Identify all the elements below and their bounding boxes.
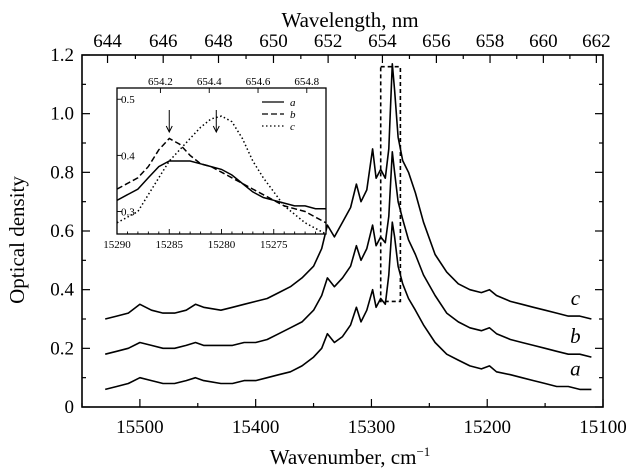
top-tick-label: 646 xyxy=(149,31,178,52)
inset-arrow-head xyxy=(212,125,220,134)
inset-top-tick-label: 654.6 xyxy=(246,76,271,88)
y-tick-label: 0.8 xyxy=(50,162,74,183)
y-axis-title: Optical density xyxy=(5,176,29,304)
top-tick-label: 658 xyxy=(476,31,505,52)
top-tick-label: 650 xyxy=(259,31,288,52)
inset-y-tick-label: 0.5 xyxy=(121,94,135,106)
top-tick-label: 660 xyxy=(529,31,558,52)
bottom-axis-title-sup: −1 xyxy=(416,444,430,459)
y-tick-label: 0.6 xyxy=(50,221,74,242)
inset-x-tick-label: 15275 xyxy=(260,239,288,251)
series-b-label: b xyxy=(570,324,581,348)
zoom-region-box xyxy=(379,65,402,303)
series-a-line xyxy=(105,221,592,391)
bottom-axis-title: Wavenumber, cm−1 xyxy=(270,444,431,469)
series-c-line xyxy=(105,63,592,320)
top-tick-label: 644 xyxy=(93,31,122,52)
inset-top-tick-label: 654.4 xyxy=(197,76,222,88)
inset-x-tick-label: 15290 xyxy=(103,239,131,251)
inset-top-tick-label: 654.2 xyxy=(148,76,173,88)
top-tick-label: 656 xyxy=(422,31,451,52)
inset-y-tick-label: 0.4 xyxy=(121,150,135,162)
top-tick-label: 648 xyxy=(204,31,233,52)
main-axis-ticks: 15500 15400 15300 15200 15100 0 0.2 0.4 0.6 0.8 1.… xyxy=(50,31,627,438)
y-tick-label: 0.4 xyxy=(50,280,74,301)
x-tick-label: 15100 xyxy=(579,417,627,438)
inset-arrow-head xyxy=(165,125,173,134)
inset-series-a-line xyxy=(117,160,326,210)
inset-legend-label-c: c xyxy=(290,121,295,133)
x-tick-label: 15500 xyxy=(116,417,164,438)
y-tick-label: 1.2 xyxy=(50,45,74,66)
top-tick-label: 654 xyxy=(368,31,397,52)
main-series-curves: abc xyxy=(105,63,592,391)
inset-series-b-line xyxy=(117,137,326,224)
series-c-label: c xyxy=(571,286,581,310)
x-tick-label: 15400 xyxy=(232,417,280,438)
inset-x-tick-label: 15285 xyxy=(156,239,184,251)
x-tick-label: 15200 xyxy=(463,417,511,438)
y-tick-label: 0 xyxy=(65,397,75,418)
bottom-axis-title-text: Wavenumber, cm xyxy=(270,445,417,469)
y-tick-label: 1.0 xyxy=(50,104,74,125)
axis-labels: Wavelength, nm Wavenumber, cm−1 Optical … xyxy=(5,8,430,469)
highlight-box xyxy=(379,65,402,303)
series-b-line xyxy=(105,151,592,358)
inset-x-tick-label: 15280 xyxy=(208,239,236,251)
top-axis-title: Wavelength, nm xyxy=(281,8,418,32)
top-tick-label: 652 xyxy=(314,31,343,52)
y-tick-label: 0.2 xyxy=(50,338,74,359)
inset-legend-label-a: a xyxy=(290,97,296,109)
inset-plot: 15290 15285 15280 15275 654.2 654.4 654.6 654.8… xyxy=(103,76,327,251)
x-tick-label: 15300 xyxy=(348,417,396,438)
inset-legend-label-b: b xyxy=(290,109,296,121)
inset-top-tick-label: 654.8 xyxy=(294,76,319,88)
series-a-label: a xyxy=(570,356,581,380)
top-tick-label: 662 xyxy=(582,31,611,52)
